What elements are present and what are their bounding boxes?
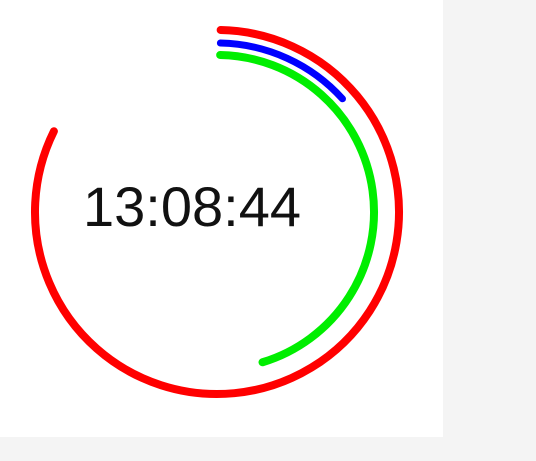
seconds-ring	[216, 39, 346, 103]
hours-ring	[31, 26, 403, 398]
clock-rings	[31, 26, 403, 398]
minutes-ring	[216, 51, 378, 367]
clock-panel: 13:08:44	[0, 0, 443, 437]
time-display: 13:08:44	[83, 175, 301, 238]
